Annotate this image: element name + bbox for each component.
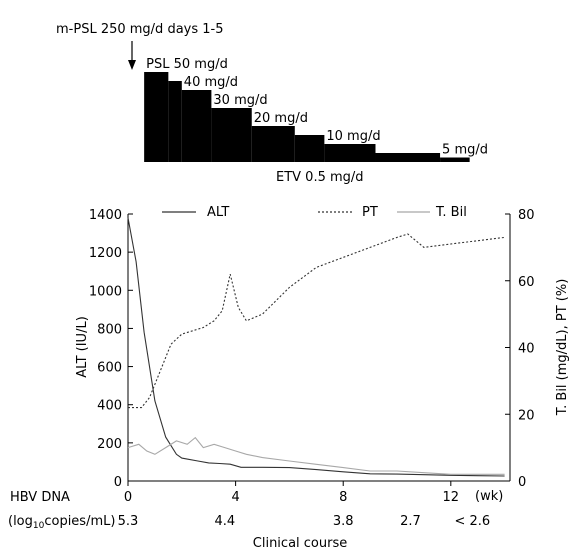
- y-axis-right-ticks: 0 20 40 60 80: [505, 208, 535, 490]
- legend-tbil-label: T. Bil: [435, 205, 467, 220]
- psl-step-bar: [168, 81, 182, 162]
- y-right-tick-label: 0: [518, 475, 526, 490]
- psl-step-label: 20 mg/d: [254, 111, 308, 126]
- y-left-tick-label: 200: [97, 437, 122, 452]
- hbv-dna-unit: (log10copies/mL): [8, 514, 115, 531]
- y-left-tick-label: 0: [114, 475, 122, 490]
- y-right-tick-label: 20: [518, 408, 535, 423]
- legend-pt-label: PT: [362, 205, 378, 220]
- y-left-tick-label: 800: [97, 322, 122, 337]
- mpsl-arrow: [128, 41, 136, 70]
- psl-step-bar: [324, 144, 376, 162]
- series-t-bil-line: [127, 436, 505, 475]
- psl-step-label: 40 mg/d: [184, 75, 238, 90]
- psl-step-bar: [440, 157, 470, 162]
- y-left-tick-label: 1400: [89, 208, 122, 223]
- y-right-tick-label: 60: [518, 275, 535, 290]
- mpsl-label: m-PSL 250 mg/d days 1-5: [56, 22, 224, 37]
- hbv-dna-value: 4.4: [215, 514, 236, 529]
- x-tick-label: 12: [443, 490, 460, 505]
- psl-step-bar: [181, 90, 212, 162]
- treatment-schedule: m-PSL 250 mg/d days 1-5 PSL 50 mg/d 40 mg…: [56, 22, 488, 185]
- x-unit-label: (wk): [475, 489, 503, 504]
- psl-step-labels: PSL 50 mg/d 40 mg/d 30 mg/d 20 mg/d 10 mg/d 5…: [146, 57, 488, 158]
- psl-step-label: 10 mg/d: [326, 129, 380, 144]
- hbv-dna-value: < 2.6: [454, 514, 490, 529]
- psl-step-label: 30 mg/d: [213, 93, 267, 108]
- y-right-tick-label: 40: [518, 342, 535, 357]
- legend: ALT PT T. Bil: [162, 205, 467, 220]
- hbv-dna-value: 5.3: [118, 514, 139, 529]
- x-tick-label: 8: [339, 490, 347, 505]
- psl-step-label: 5 mg/d: [442, 143, 488, 158]
- etv-label: ETV 0.5 mg/d: [276, 170, 364, 185]
- y-left-tick-label: 1000: [89, 284, 122, 299]
- x-tick-label: 0: [124, 490, 132, 505]
- axes: 0 200 400 600 800 1000 1200 1400 0 20 40 60 80 0 4 8 1…: [75, 208, 570, 505]
- hbv-dna-value: 2.7: [400, 514, 421, 529]
- x-tick-label: 4: [231, 490, 239, 505]
- y-right-tick-label: 80: [518, 208, 535, 223]
- psl-step-bar: [294, 135, 325, 162]
- y-axis-left-title: ALT (IU/L): [75, 316, 90, 378]
- y-left-tick-label: 400: [97, 399, 122, 414]
- psl-step-label: PSL 50 mg/d: [146, 57, 228, 72]
- x-axis-title: Clinical course: [253, 536, 347, 551]
- y-axis-right-title: T. Bil (mg/dL), PT (%): [555, 279, 570, 417]
- series-lines: [127, 217, 505, 477]
- series-pt-line: [128, 233, 505, 409]
- psl-step-bars: [144, 72, 470, 162]
- hbv-dna-row: HBV DNA (log10copies/mL) 5.3 4.4 3.8 2.7 < 2…: [8, 490, 490, 531]
- psl-step-bar: [251, 126, 295, 162]
- hbv-dna-value: 3.8: [333, 514, 354, 529]
- series-alt-line: [127, 217, 505, 477]
- y-left-tick-label: 1200: [89, 246, 122, 261]
- x-axis-ticks: 0 4 8 12: [124, 481, 459, 505]
- hbv-dna-values: 5.3 4.4 3.8 2.7 < 2.6: [118, 514, 491, 529]
- y-left-tick-label: 600: [97, 361, 122, 376]
- psl-step-bar: [211, 108, 252, 162]
- legend-alt-label: ALT: [207, 205, 229, 220]
- y-axis-left-ticks: 0 200 400 600 800 1000 1200 1400: [89, 208, 133, 490]
- psl-step-bar: [375, 153, 441, 162]
- hbv-dna-label: HBV DNA: [10, 490, 70, 505]
- psl-step-bar: [144, 72, 169, 162]
